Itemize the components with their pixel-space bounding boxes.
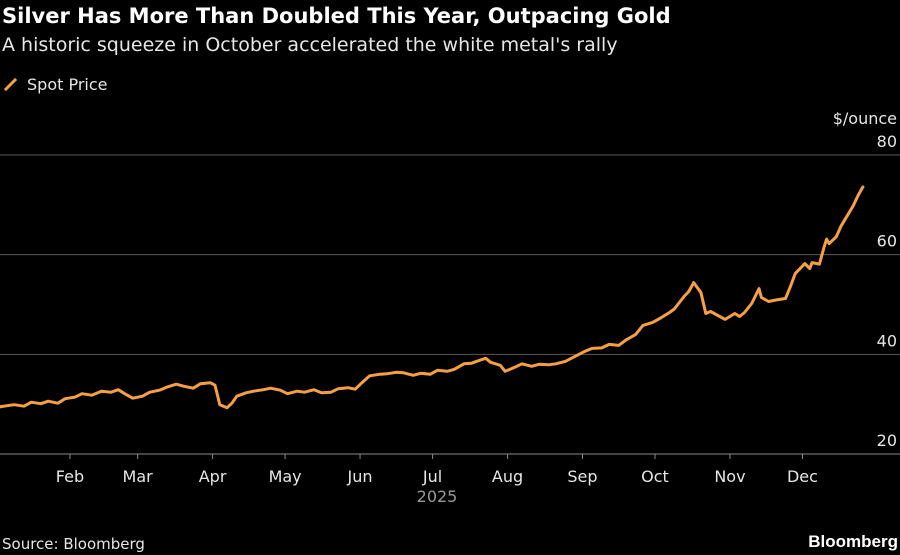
source-note: Source: Bloomberg: [2, 535, 145, 553]
x-tick-label: Oct: [641, 467, 669, 486]
series-layer: [0, 185, 865, 410]
x-tick-label: Aug: [492, 467, 523, 486]
y-tick-label: 20: [877, 431, 897, 450]
x-tick-label: Jul: [422, 467, 442, 486]
y-tick-label: 40: [877, 331, 897, 350]
legend: Spot Price: [4, 75, 108, 94]
x-tick-label: Mar: [123, 467, 154, 486]
y-tick-label: 80: [877, 132, 897, 151]
y-axis-tick-labels: 20 40 60 80: [877, 132, 897, 450]
x-tick-label: Nov: [714, 467, 745, 486]
x-axis-year-label: 2025: [417, 487, 458, 506]
grid-lines: [0, 154, 900, 455]
series-line-spot-price: [0, 185, 865, 410]
x-tick-label: May: [269, 467, 302, 486]
x-tick-label: Feb: [56, 467, 84, 486]
x-tick-label: Apr: [199, 467, 227, 486]
y-axis-label: $/ounce: [833, 109, 897, 128]
chart-subtitle: A historic squeeze in October accelerate…: [2, 34, 618, 56]
x-tick-label: Sep: [567, 467, 597, 486]
y-tick-label: 60: [877, 232, 897, 251]
x-tick-label: Jun: [347, 467, 373, 486]
x-tick-label: Dec: [787, 467, 818, 486]
chart-title: Silver Has More Than Doubled This Year, …: [2, 4, 671, 28]
brand-logo: Bloomberg: [808, 532, 898, 551]
x-axis-ticks: Feb Mar Apr May Jun Jul Aug Sep Oct Nov Dec: [56, 454, 818, 486]
legend-label: Spot Price: [27, 75, 108, 94]
legend-line-icon: [4, 78, 17, 91]
